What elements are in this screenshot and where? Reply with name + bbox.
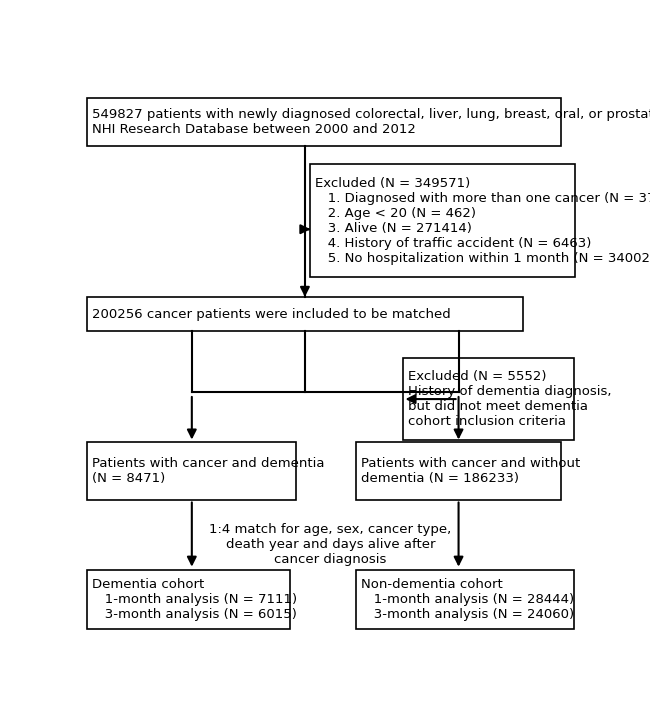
FancyBboxPatch shape [87,443,296,500]
Text: 1:4 match for age, sex, cancer type,
death year and days alive after
cancer diag: 1:4 match for age, sex, cancer type, dea… [209,523,452,566]
FancyBboxPatch shape [311,164,575,278]
Text: Patients with cancer and dementia
(N = 8471): Patients with cancer and dementia (N = 8… [92,457,325,485]
FancyBboxPatch shape [87,570,290,629]
FancyBboxPatch shape [356,570,574,629]
Text: Excluded (N = 349571)
   1. Diagnosed with more than one cancer (N = 37230)
   2: Excluded (N = 349571) 1. Diagnosed with … [315,177,650,265]
Text: Patients with cancer and without
dementia (N = 186233): Patients with cancer and without dementi… [361,457,580,485]
FancyBboxPatch shape [402,358,574,440]
FancyBboxPatch shape [87,297,523,332]
Text: Non-dementia cohort
   1-month analysis (N = 28444)
   3-month analysis (N = 240: Non-dementia cohort 1-month analysis (N … [361,578,575,621]
FancyBboxPatch shape [356,443,561,500]
Text: 200256 cancer patients were included to be matched: 200256 cancer patients were included to … [92,308,451,321]
Text: Dementia cohort
   1-month analysis (N = 7111)
   3-month analysis (N = 6015): Dementia cohort 1-month analysis (N = 71… [92,578,298,621]
Text: Excluded (N = 5552)
History of dementia diagnosis,
but did not meet dementia
coh: Excluded (N = 5552) History of dementia … [408,370,611,428]
FancyBboxPatch shape [87,97,561,146]
Text: 549827 patients with newly diagnosed colorectal, liver, lung, breast, oral, or p: 549827 patients with newly diagnosed col… [92,108,650,136]
